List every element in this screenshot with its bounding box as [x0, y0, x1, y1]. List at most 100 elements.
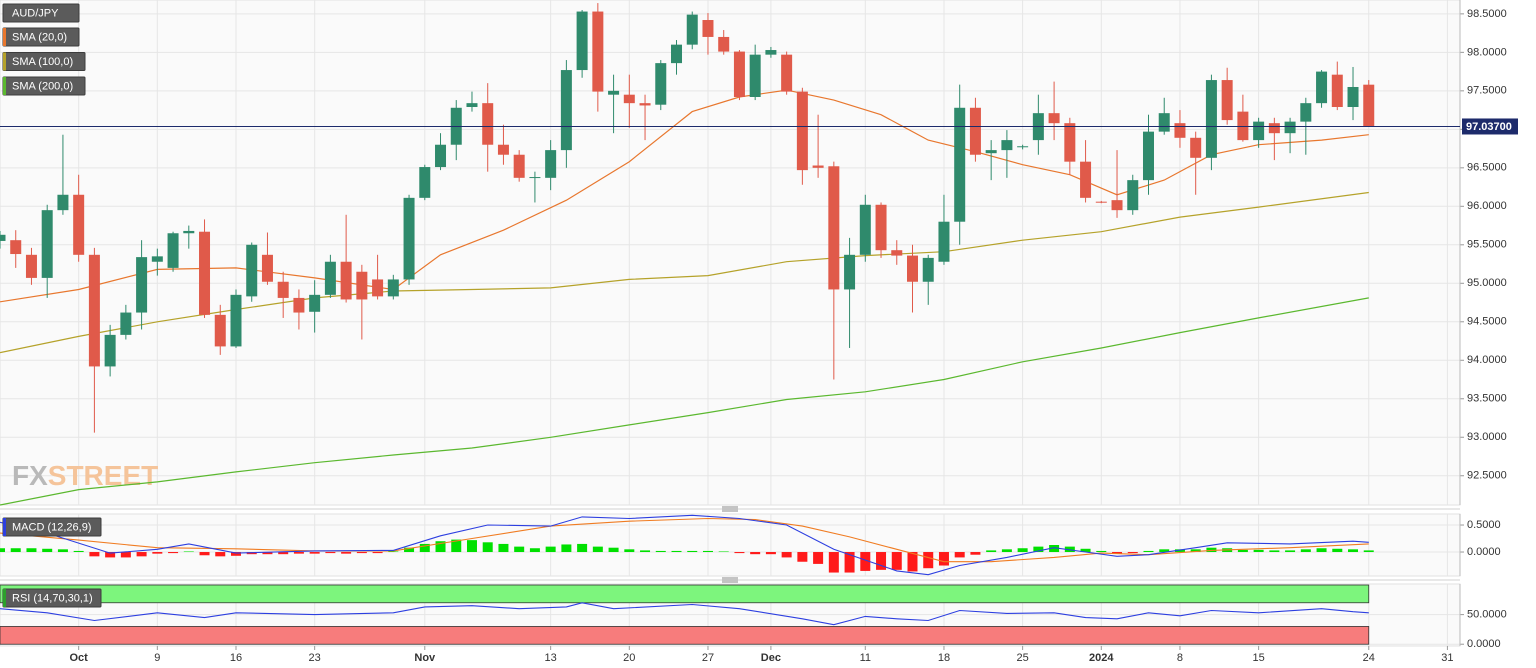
candle-body: [183, 230, 195, 234]
y-tick-label: 97.5000: [1467, 85, 1507, 97]
x-tick-label: 24: [1363, 652, 1375, 664]
candle-body: [1001, 140, 1013, 151]
candle-body: [623, 94, 635, 104]
candle-body: [387, 279, 399, 297]
macd-histogram-bar: [1174, 549, 1185, 553]
candle-body: [1205, 80, 1217, 158]
candle-body: [1221, 80, 1233, 121]
candle-body: [57, 194, 69, 211]
candle-body: [592, 11, 604, 92]
y-tick-label: 0.5000: [1467, 519, 1501, 531]
x-tick-label: 23: [309, 652, 321, 664]
candle-body: [324, 261, 336, 295]
y-tick-label: 93.5000: [1467, 393, 1507, 405]
candle-body: [372, 279, 384, 297]
candle-body: [199, 231, 211, 315]
x-tick-label: 2024: [1089, 652, 1114, 664]
macd-histogram-bar: [0, 548, 5, 553]
y-tick-label: 0.0000: [1467, 638, 1501, 650]
indicator-label-swatch: [3, 589, 6, 607]
x-tick-label: 15: [1252, 652, 1264, 664]
macd-histogram-bar: [1285, 550, 1296, 553]
candle-body: [1158, 113, 1170, 132]
macd-histogram-bar: [545, 546, 556, 553]
macd-histogram-bar: [624, 549, 635, 553]
candle-body: [120, 312, 132, 335]
candle-body: [1268, 123, 1280, 134]
candle-body: [25, 254, 37, 278]
watermark: FXSTREET: [12, 460, 158, 491]
macd-histogram-bar: [278, 552, 289, 555]
macd-histogram-bar: [1033, 546, 1044, 553]
candle-body: [482, 103, 494, 145]
macd-histogram-bar: [844, 552, 855, 573]
candle-body: [0, 234, 6, 241]
rsi-band: [0, 584, 1370, 604]
plot-area: [0, 513, 1461, 577]
x-tick-label: 27: [702, 652, 714, 664]
macd-histogram-bar: [89, 552, 100, 557]
macd-histogram-bar: [1096, 550, 1107, 553]
candle-body: [655, 63, 667, 105]
macd-histogram-bar: [1316, 548, 1327, 553]
candle-body: [828, 166, 840, 290]
x-tick-label: Nov: [414, 652, 436, 664]
candle-body: [796, 91, 808, 171]
candle-body: [1142, 131, 1154, 181]
macd-histogram-bar: [655, 550, 666, 553]
macd-histogram-bar: [1269, 550, 1280, 553]
candle-body: [969, 107, 981, 155]
candle-body: [1174, 123, 1186, 138]
candle-body: [922, 257, 934, 282]
macd-histogram-bar: [356, 552, 367, 554]
x-tick-label: 13: [545, 652, 557, 664]
candle-body: [529, 177, 541, 179]
y-tick-label: 0.0000: [1467, 546, 1501, 558]
indicator-label-swatch: [3, 518, 6, 536]
macd-histogram-bar: [57, 549, 68, 553]
candle-body: [403, 197, 415, 280]
candle-body: [812, 165, 824, 168]
candle-body: [88, 254, 100, 367]
candle-body: [576, 11, 588, 71]
last-price-label: 97.03700: [1466, 121, 1512, 133]
macd-histogram-bar: [1332, 548, 1343, 553]
candle-body: [435, 144, 447, 168]
legend-entry: SMA (200,0): [12, 80, 73, 92]
legend-entry-swatch: [3, 77, 6, 95]
macd-histogram-bar: [482, 542, 493, 553]
legend-entry-swatch: [3, 52, 6, 71]
legend-entry-swatch: [3, 28, 6, 46]
macd-histogram-bar: [938, 552, 949, 566]
macd-histogram-bar: [750, 552, 761, 555]
candle-body: [1363, 84, 1375, 127]
macd-histogram-bar: [1001, 549, 1012, 553]
macd-histogram-bar: [1348, 549, 1359, 553]
candle-body: [1095, 201, 1107, 203]
macd-histogram-bar: [466, 540, 477, 553]
macd-histogram-bar: [1127, 552, 1138, 554]
macd-histogram-bar: [577, 543, 588, 553]
macd-histogram-bar: [372, 552, 383, 554]
macd-histogram-bar: [105, 552, 116, 558]
candle-body: [1253, 121, 1265, 141]
candle-body: [671, 44, 683, 64]
last-price-box: [1462, 118, 1518, 135]
candle-body: [1190, 137, 1202, 158]
candle-body: [1316, 71, 1328, 104]
macd-histogram-bar: [419, 543, 430, 553]
macd-histogram-bar: [1143, 550, 1154, 553]
candle-body: [765, 50, 777, 55]
candle-body: [718, 36, 730, 52]
candle-body: [10, 240, 22, 255]
candle-body: [608, 90, 620, 95]
candle-body: [277, 281, 289, 298]
macd-histogram-bar: [404, 547, 415, 553]
y-tick-label: 50.0000: [1467, 609, 1507, 621]
candle-body: [1017, 146, 1029, 148]
macd-histogram-bar: [1363, 550, 1374, 553]
macd-histogram-bar: [388, 551, 399, 553]
candle-body: [1064, 123, 1076, 162]
macd-histogram-bar: [514, 546, 525, 553]
candle-body: [844, 254, 856, 290]
